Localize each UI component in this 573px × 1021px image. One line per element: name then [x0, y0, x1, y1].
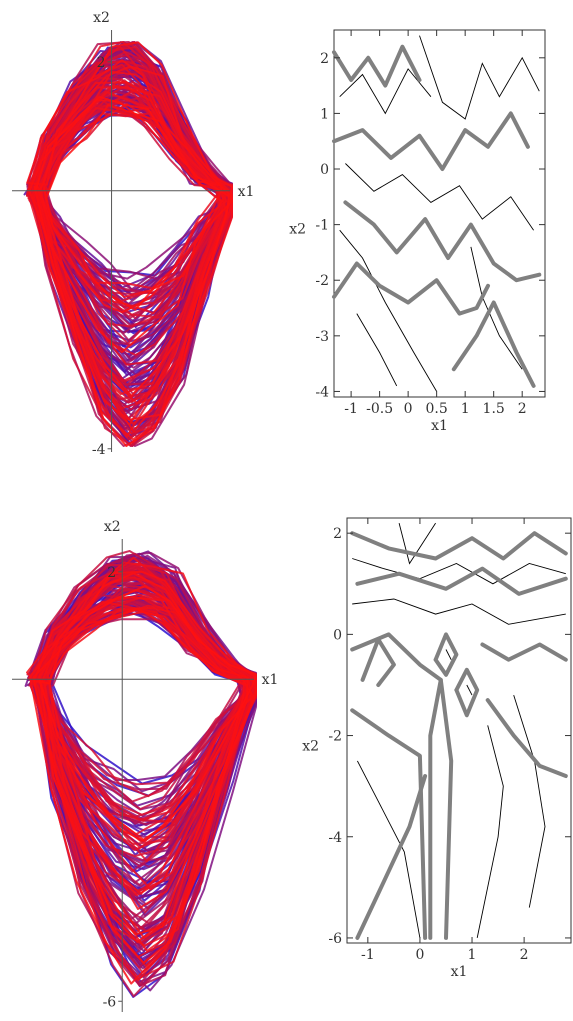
thin-contour-line [357, 760, 421, 938]
x-tick-label: 0 [415, 947, 424, 963]
trajectory-group [23, 41, 233, 447]
thin-contour-line [352, 558, 566, 585]
trajectory [34, 65, 233, 433]
trajectory [32, 607, 249, 936]
trajectory [38, 585, 257, 843]
y-tick-label: -3 [315, 329, 329, 345]
thick-contour-line [485, 698, 568, 778]
x-tick-label: 1.5 [483, 401, 505, 417]
y-tick-label: -6 [103, 994, 117, 1010]
trajectory [39, 570, 257, 964]
y-tick-label: -2 [328, 729, 342, 745]
trajectory-group [24, 550, 257, 998]
x-axis-label: x1 [262, 672, 279, 688]
thick-contour-line [343, 200, 542, 283]
x-tick-label: 2 [518, 401, 527, 417]
x-tick-label: 0.5 [426, 401, 448, 417]
thin-contour-line [445, 649, 452, 660]
y-axis-label: x2 [104, 519, 121, 535]
thin-contours [339, 35, 540, 392]
x-tick-label: 1 [468, 947, 477, 963]
y-tick-label: -1 [315, 218, 329, 234]
plot-frame [333, 29, 546, 398]
trajectory [37, 41, 233, 397]
thin-contour-line [470, 246, 523, 370]
thick-contour-line [332, 44, 422, 88]
x-tick-label: -0.5 [366, 401, 393, 417]
thick-contour-line [438, 677, 454, 940]
thick-contour-line [332, 111, 530, 171]
thin-contour-line [466, 684, 473, 696]
thick-contour-line [451, 300, 536, 388]
y-tick-label: 2 [320, 51, 329, 67]
thick-contour-line [454, 667, 480, 718]
plot-frame [346, 517, 572, 944]
y-tick-label: 0 [320, 162, 329, 178]
x-axis-label: x1 [451, 964, 468, 980]
thin-contour-line [398, 522, 436, 565]
thick-contour-line [350, 708, 428, 940]
thin-contour-line [513, 694, 546, 908]
x-tick-label: 0 [404, 401, 413, 417]
x-axis-label: x1 [238, 184, 255, 200]
y-tick-label: -4 [92, 442, 106, 458]
contour-plot-2: -1 0 1 2 2 0 -2 -4 -6 x1 x2 [302, 517, 572, 980]
trajectory [33, 572, 254, 841]
y-axis-label: x2 [93, 10, 110, 26]
y-axis-label: x2 [302, 739, 319, 755]
y-tick-label: 2 [97, 55, 106, 71]
y-axis-label: x2 [289, 222, 306, 238]
y-tick-label: 2 [107, 565, 116, 581]
thick-contour-line [360, 637, 396, 687]
thick-contour-line [350, 531, 568, 561]
x-tick-label: -1 [361, 947, 375, 963]
contour-plot-1: -1 -0.5 0 0.5 1 1.5 2 2 1 0 -1 -2 -3 -4 x1 x2 [289, 29, 546, 434]
thick-contours [350, 531, 568, 940]
trajectory [43, 104, 233, 311]
x-tick-label: 2 [520, 947, 529, 963]
thin-contour-line [339, 68, 432, 115]
y-tick-label: 0 [333, 627, 342, 643]
thick-contour-line [480, 642, 568, 662]
y-tick-label: 1 [320, 106, 329, 122]
y-tick-label: 2 [333, 526, 342, 542]
thin-contour-line [476, 725, 504, 938]
thin-contour-line [345, 163, 534, 231]
thick-contour-line [355, 774, 428, 940]
y-tick-label: -4 [328, 830, 342, 846]
x-tick-label: 1 [461, 401, 470, 417]
thick-contour-line [433, 632, 459, 677]
x-tick-label: -1 [344, 401, 358, 417]
thin-contour-line [419, 35, 540, 120]
x-axis-label: x1 [431, 418, 448, 434]
thin-contour-line [356, 313, 398, 387]
trajectory [28, 596, 245, 985]
phase-portrait-1: x1 x2 2 -4 [12, 10, 254, 458]
thick-contours [332, 44, 542, 388]
trajectory [33, 95, 230, 447]
y-tick-label: -2 [315, 273, 329, 289]
thick-contour-line [355, 566, 568, 596]
thin-contours [352, 522, 566, 938]
thick-contour-line [350, 632, 443, 940]
y-tick-label: -4 [315, 384, 329, 400]
phase-portrait-2: x1 x2 2 -6 [12, 519, 278, 1012]
thick-contour-line [332, 261, 490, 316]
y-tick-label: -6 [328, 931, 342, 947]
thin-contour-line [352, 598, 566, 625]
thin-contour-line [339, 229, 437, 392]
